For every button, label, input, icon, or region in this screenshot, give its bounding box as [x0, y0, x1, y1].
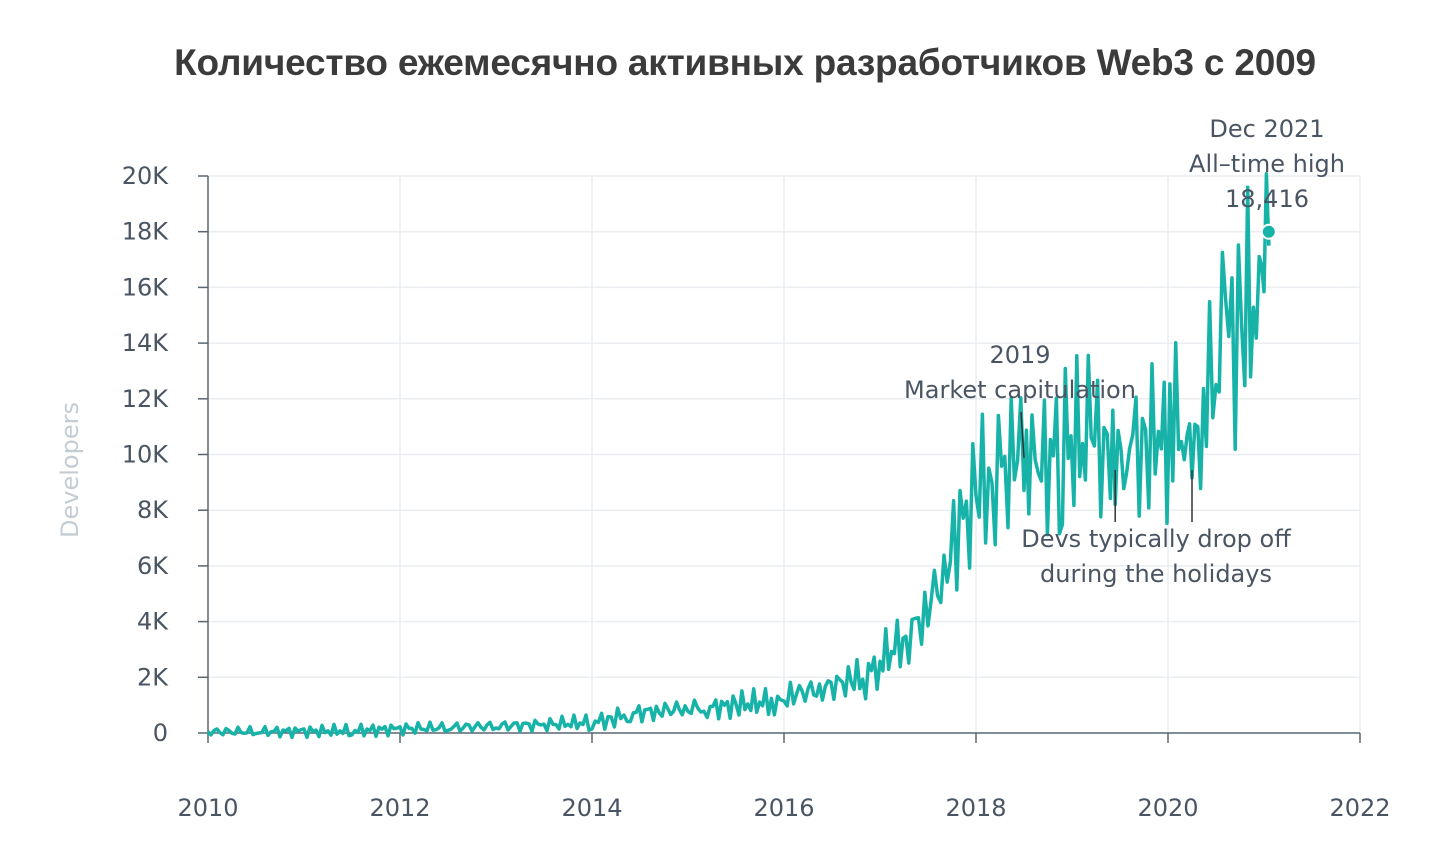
ath-annotation-line: All–time high: [1189, 150, 1345, 178]
capitulation-annotation-line: Market capitulation: [904, 376, 1136, 404]
y-tick-label: 10K: [122, 441, 170, 469]
x-tick-label: 2018: [945, 794, 1006, 822]
holiday-annotation-line: Devs typically drop off: [1021, 525, 1291, 553]
annotations: Dec 2021 All–time high 18,416 2019 Market ca…: [904, 115, 1345, 588]
x-tick-label: 2012: [369, 794, 430, 822]
chart-title: Количество ежемесячно активных разработч…: [174, 42, 1316, 83]
y-tick-label: 12K: [122, 385, 170, 413]
tick-labels: 0 2K 4K 6K 8K 10K 12K 14K 16K 18K 20K 2010 2012 2014 2…: [122, 162, 1391, 822]
x-tick-label: 2010: [177, 794, 238, 822]
y-tick-label: 8K: [137, 496, 169, 524]
series-layer: [206, 171, 1277, 740]
ath-annotation-line: 18,416: [1225, 185, 1309, 213]
holiday-annotation-line: during the holidays: [1040, 560, 1272, 588]
y-axis-label: Developers: [56, 402, 84, 538]
x-tick-label: 2020: [1137, 794, 1198, 822]
x-tick-label: 2016: [753, 794, 814, 822]
all-time-high-point: [1260, 223, 1277, 240]
y-tick-label: 4K: [137, 608, 169, 636]
x-tick-label: 2014: [561, 794, 622, 822]
y-tick-label: 16K: [122, 273, 170, 301]
y-tick-label: 18K: [122, 218, 170, 246]
series-line: [206, 171, 1271, 740]
x-tick-label: 2022: [1329, 794, 1390, 822]
ath-annotation-line: Dec 2021: [1209, 115, 1324, 143]
y-tick-label: 14K: [122, 329, 170, 357]
capitulation-leader: [1020, 411, 1025, 459]
y-tick-label: 6K: [137, 552, 169, 580]
y-tick-label: 20K: [122, 162, 170, 190]
y-tick-label: 0: [153, 719, 168, 747]
axes: [198, 175, 1361, 743]
capitulation-annotation-line: 2019: [989, 341, 1050, 369]
grid: [208, 175, 1361, 733]
y-tick-label: 2K: [137, 663, 169, 691]
